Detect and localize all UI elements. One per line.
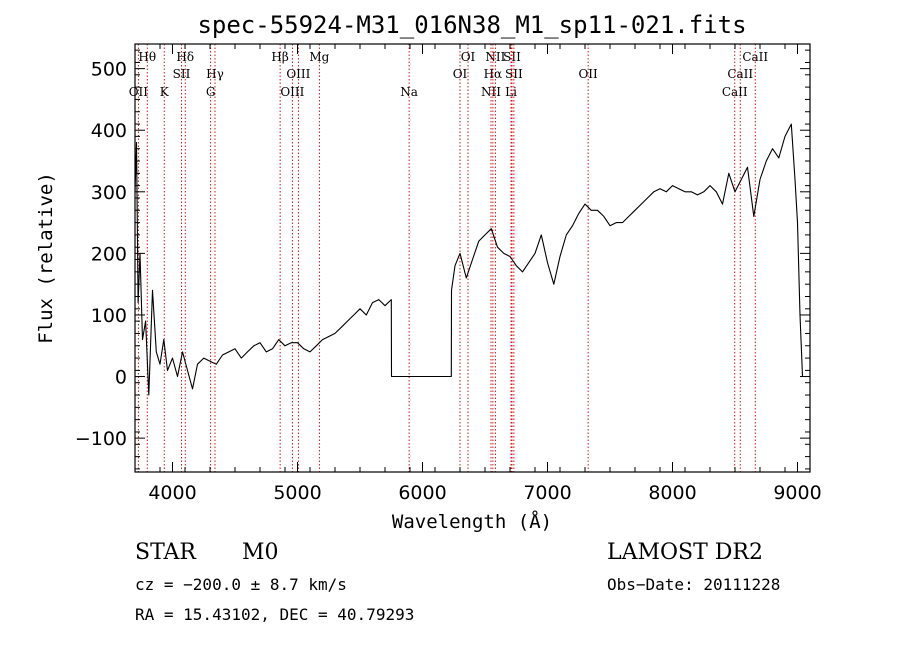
line-marker-label: OIII (286, 67, 310, 81)
chart-title: spec-55924-M31_016N38_M1_sp11-021.fits (197, 11, 746, 39)
line-marker-label: OII (129, 85, 149, 99)
survey-name: LAMOST DR2 (607, 540, 763, 565)
object-subclass: M0 (242, 540, 279, 565)
y-tick-label: −100 (75, 428, 127, 450)
y-tick-label: 300 (91, 182, 127, 204)
line-marker-label: SII (505, 67, 523, 81)
line-marker-label: OII (578, 67, 598, 81)
line-marker-label: Na (400, 85, 418, 99)
line-marker-label: CaII (727, 67, 753, 81)
series-layer (134, 123, 804, 396)
line-marker-label: Li (505, 85, 517, 99)
spectrum-series-0 (134, 123, 804, 396)
line-marker-label: Hβ (271, 50, 288, 64)
x-tick-label: 9000 (773, 482, 821, 504)
line-marker-label: Hδ (176, 50, 194, 64)
obs-date: Obs−Date: 20111228 (607, 575, 781, 594)
line-marker-label: Hγ (206, 67, 224, 81)
line-marker-label: CaII (722, 85, 748, 99)
x-tick-label: 5000 (273, 482, 321, 504)
line-marker-label: Hθ (138, 50, 156, 64)
plot-frame (134, 43, 811, 473)
line-marker-label: CaII (742, 50, 768, 64)
line-marker-label: NII (485, 50, 505, 64)
y-axis-label: Flux (relative) (35, 172, 57, 344)
x-tick-label: 4000 (148, 482, 196, 504)
line-marker-label: G (206, 85, 216, 99)
line-marker-label: OI (461, 50, 476, 64)
redshift-line: cz = −200.0 ± 8.7 km/s (135, 575, 347, 594)
line-marker-label: Hα (484, 67, 503, 81)
x-tick-label: 8000 (648, 482, 696, 504)
y-tick-label: 200 (91, 243, 127, 265)
y-tick-label: 100 (91, 305, 127, 327)
line-marker-label: OI (453, 67, 468, 81)
line-marker-label: OIII (280, 85, 304, 99)
line-marker-label: K (160, 85, 170, 99)
line-marker-label: SII (503, 50, 521, 64)
x-tick-label: 7000 (523, 482, 571, 504)
object-class: STAR (135, 540, 196, 565)
tick-layer: 4000 5000 6000 7000 8000 9000 −100 0 100 200 300 40… (75, 44, 822, 504)
y-tick-label: 0 (115, 367, 127, 389)
line-marker-label: NII (481, 85, 501, 99)
coordinates-line: RA = 15.43102, DEC = 40.79293 (135, 605, 415, 624)
line-marker-label: Mg (309, 50, 329, 64)
line-marker-label: SII (173, 67, 191, 81)
y-tick-label: 400 (91, 120, 127, 142)
x-tick-label: 6000 (398, 482, 446, 504)
y-tick-label: 500 (91, 59, 127, 81)
x-axis-label: Wavelength (Å) (392, 510, 552, 533)
